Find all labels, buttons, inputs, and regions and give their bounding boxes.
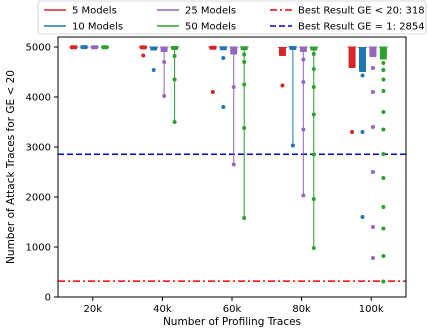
outlier-s4-g5-5 [381, 110, 386, 114]
box-s2-g5 [359, 47, 366, 72]
outlier-s1-g2-1 [141, 53, 146, 58]
x-tick-label: 100k [359, 304, 384, 315]
plot-area [57, 36, 407, 298]
x-tick-label: 60k [223, 304, 242, 315]
x-tick-label: 40k [153, 304, 172, 315]
outlier-s4-g3-3 [242, 82, 247, 87]
outlier-s2-g2-1 [151, 68, 156, 72]
series-1 [69, 45, 357, 134]
outlier-s2-g4-1 [290, 143, 295, 148]
series-4 [100, 45, 388, 284]
legend-label-3: Best Result GE < 20: 318 traces [298, 6, 428, 17]
outlier-s1-g3-1 [210, 90, 215, 94]
y-tick-label: 0 [45, 293, 51, 304]
outlier-s3-g5-3 [370, 125, 375, 129]
outlier-s4-g2-2 [172, 77, 177, 82]
y-axis: 0 1000 2000 3000 4000 5000 [26, 43, 58, 304]
outlier-s1-g4-1 [280, 83, 285, 88]
outlier-s1-g5-1 [350, 130, 355, 134]
legend-frame [37, 0, 427, 35]
outlier-s3-g5-6 [370, 256, 375, 260]
box-s4-g5 [379, 47, 387, 60]
y-tick-label: 2000 [26, 193, 51, 204]
y-tick-label: 4000 [26, 93, 51, 104]
box-s1-g3 [209, 45, 217, 50]
outlier-s3-g5-2 [370, 90, 375, 94]
legend-label-1: 5 Models [72, 6, 117, 17]
outlier-s4-g5-3 [381, 77, 386, 82]
outlier-s4-g5-2 [381, 68, 386, 72]
outlier-s4-g5-7 [381, 152, 386, 156]
outlier-s4-g5-6 [381, 127, 386, 132]
outlier-s4-g2-3 [172, 120, 177, 124]
outlier-s4-g4-5 [311, 152, 316, 157]
outlier-s4-g4-1 [311, 52, 316, 56]
x-axis: 20k 40k 60k 80k 100k [84, 297, 384, 315]
outlier-s3-g4-2 [301, 80, 306, 84]
outlier-s3-g4-3 [301, 127, 306, 132]
outlier-s4-g5-8 [381, 176, 386, 180]
outlier-s4-g5-11 [381, 254, 386, 258]
y-tick-label: 3000 [26, 143, 51, 154]
outlier-s3-g2-1 [162, 60, 167, 64]
outlier-s4-g5-10 [381, 226, 386, 231]
box-s3-g4 [299, 47, 307, 52]
x-tick-label: 80k [292, 304, 311, 315]
outlier-s4-g3-1 [242, 52, 247, 57]
y-tick-label: 5000 [26, 43, 51, 54]
legend-label-5: 50 Models [185, 22, 236, 33]
legend-label-6: Best Result GE = 1: 2854 traces [298, 22, 428, 33]
outlier-s2-g5-1 [360, 73, 365, 78]
outlier-s4-g5-4 [381, 89, 386, 93]
outlier-s4-g2-1 [172, 54, 177, 58]
outlier-s3-g5-4 [370, 170, 375, 174]
y-axis-title: Number of Attack Traces for GE < 20 [5, 70, 17, 264]
legend: 5 Models 25 Models Best Result GE < 20: 31… [37, 0, 428, 35]
outlier-s2-g5-3 [360, 215, 365, 219]
outlier-s4-g5-1 [381, 61, 386, 65]
outlier-s4-g3-4 [242, 126, 247, 130]
box-s3-g2 [160, 47, 168, 52]
outlier-s3-g4-1 [301, 57, 306, 62]
outlier-s2-g3-2 [221, 105, 226, 109]
outlier-s3-g5-1 [370, 66, 375, 70]
outlier-s3-g5-5 [370, 225, 375, 229]
box-s3-g5 [369, 47, 377, 57]
outlier-s4-g4-6 [311, 197, 316, 201]
series-2 [79, 45, 367, 219]
y-tick-label: 1000 [26, 243, 51, 254]
x-tick-label: 20k [84, 304, 103, 315]
outlier-s4-g4-7 [311, 246, 316, 250]
outlier-s3-g3-1 [231, 85, 236, 89]
outlier-s2-g5-2 [360, 130, 365, 134]
outlier-s3-g2-2 [162, 94, 167, 98]
plot-background [58, 37, 406, 297]
series-3 [90, 45, 378, 260]
outlier-s4-g5-12 [381, 279, 386, 284]
outlier-s4-g4-4 [311, 112, 316, 117]
x-axis-title: Number of Profiling Traces [163, 316, 301, 328]
box-s1-g4 [278, 47, 286, 56]
outlier-s4-g3-2 [242, 60, 247, 64]
box-s3-g3 [230, 47, 238, 55]
outlier-s4-g3-5 [242, 216, 247, 220]
outlier-s4-g4-2 [311, 67, 316, 71]
outlier-s4-g4-3 [311, 85, 316, 89]
box-s1-g5 [348, 47, 356, 68]
outlier-s2-g3-1 [221, 56, 226, 60]
outlier-s3-g3-2 [231, 162, 236, 167]
outlier-s4-g5-9 [381, 205, 386, 209]
legend-label-2: 25 Models [185, 6, 236, 17]
outlier-s3-g4-4 [301, 193, 306, 198]
legend-label-4: 10 Models [72, 22, 123, 33]
